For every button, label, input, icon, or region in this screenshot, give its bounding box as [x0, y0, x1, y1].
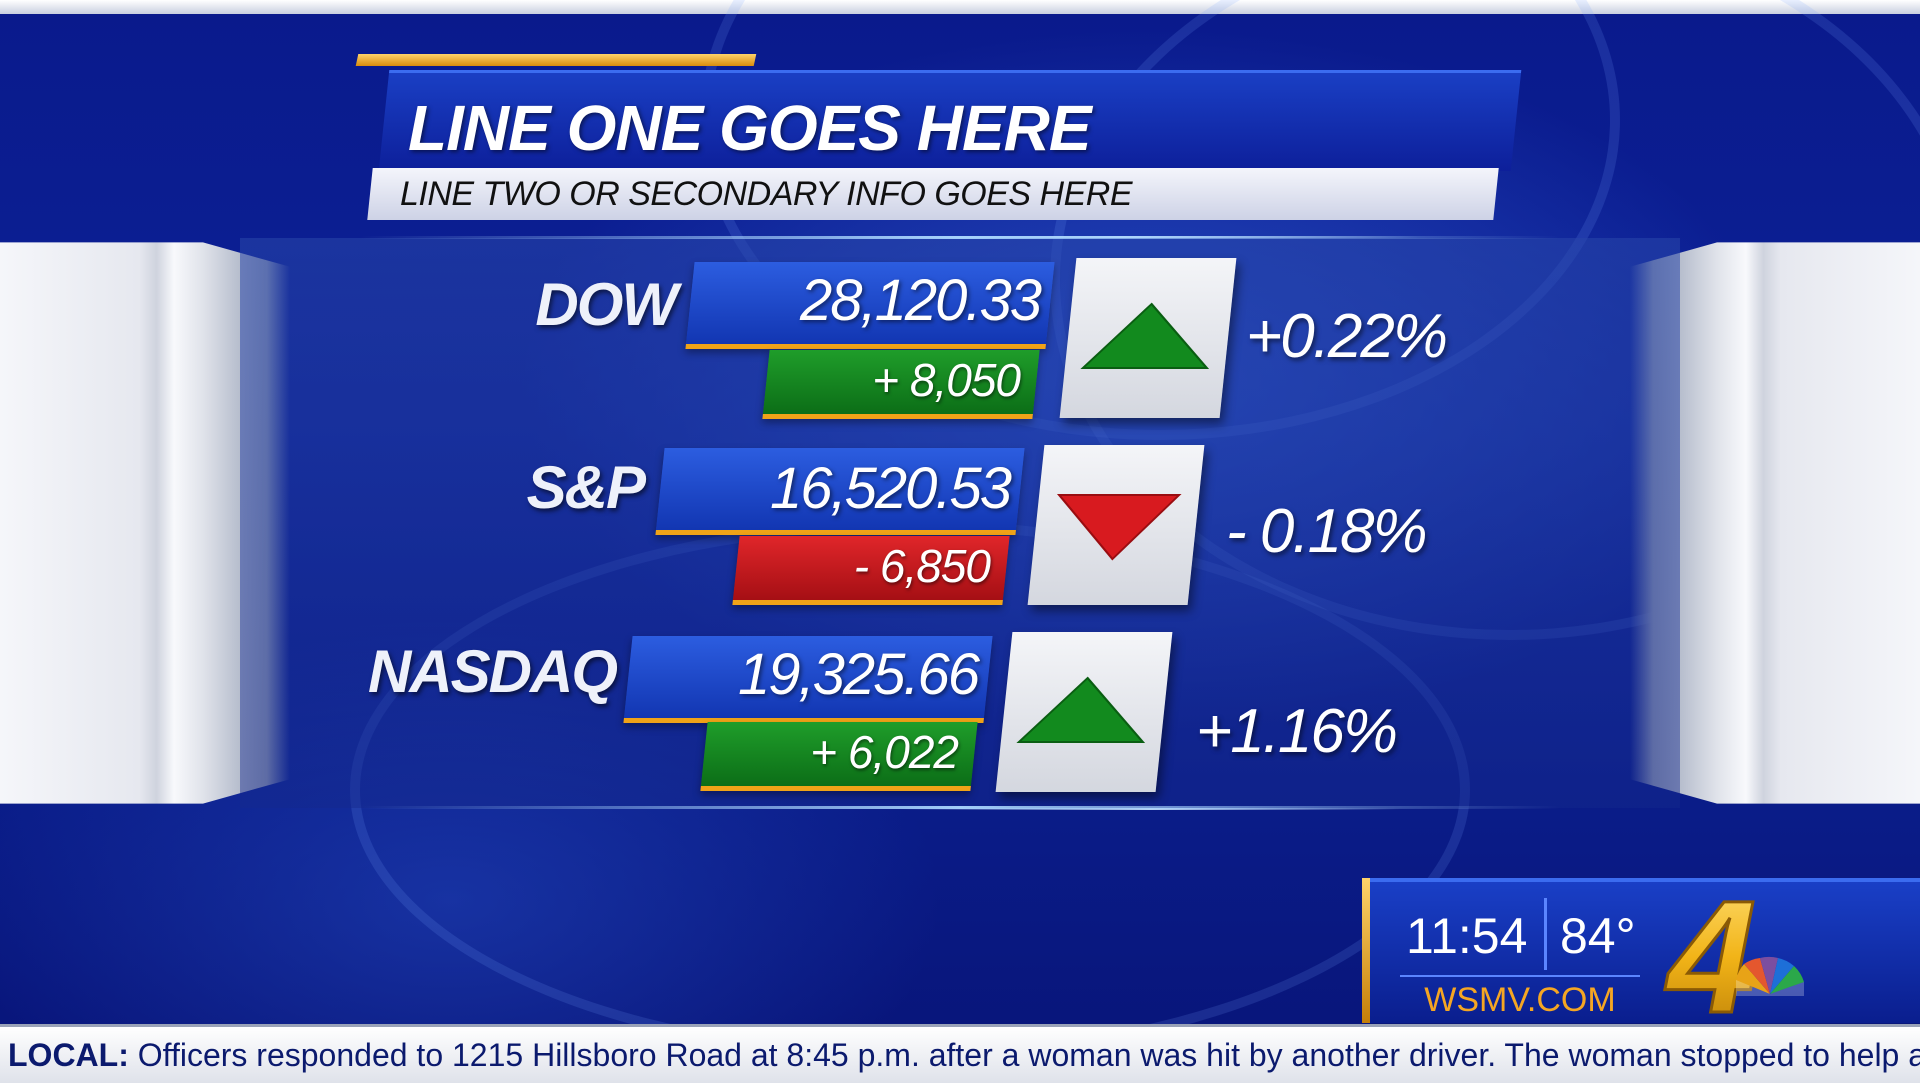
ticker-line: LOCAL: Officers responded to 1215 Hillsb…	[8, 1027, 1920, 1083]
bug-rule	[1400, 975, 1640, 977]
headline-accent-bar	[355, 54, 757, 66]
up-arrow-icon	[1016, 676, 1146, 743]
station-website: WSMV.COM	[1424, 981, 1616, 1019]
panel-edge	[360, 236, 1560, 239]
bug-divider	[1544, 898, 1547, 970]
ticker-text: Officers responded to 1215 Hillsboro Roa…	[137, 1037, 1920, 1073]
logo-numeral: 4	[1665, 884, 1757, 1024]
clock-time: 11:54	[1406, 908, 1528, 964]
down-arrow-icon	[1056, 494, 1182, 561]
headline-line-two: LINE TWO OR SECONDARY INFO GOES HERE	[400, 175, 1133, 213]
light-streak	[900, 808, 1400, 810]
station-bug	[1362, 878, 1920, 1023]
market-percent: +1.16%	[1196, 697, 1398, 766]
market-percent: - 0.18%	[1226, 497, 1428, 566]
market-value: 19,325.66	[737, 642, 980, 707]
headline-line-one: LINE ONE GOES HERE	[408, 92, 1092, 164]
market-name: DOW	[535, 271, 678, 338]
market-value: 16,520.53	[769, 456, 1012, 521]
market-percent: +0.22%	[1246, 302, 1448, 371]
ticker-label: LOCAL:	[8, 1037, 129, 1073]
market-name: NASDAQ	[368, 638, 618, 705]
temperature: 84°	[1560, 908, 1636, 964]
market-value: 28,120.33	[799, 268, 1042, 333]
nbc-peacock-icon	[1736, 956, 1804, 996]
arrow-box	[995, 632, 1173, 792]
arrow-box	[1059, 258, 1237, 418]
arrow-box	[1027, 445, 1205, 605]
panel-edge	[360, 806, 1560, 809]
market-change: + 6,022	[810, 726, 959, 778]
market-change: - 6,850	[853, 540, 991, 592]
news-ticker: LOCAL: Officers responded to 1215 Hillsb…	[0, 1024, 1920, 1083]
bug-accent-bar	[1362, 878, 1370, 1023]
bug-top-edge	[1370, 878, 1920, 882]
up-arrow-icon	[1080, 302, 1210, 369]
market-change: + 8,050	[872, 354, 1021, 406]
station-logo: 4	[1663, 884, 1804, 1024]
market-name: S&P	[526, 454, 646, 521]
